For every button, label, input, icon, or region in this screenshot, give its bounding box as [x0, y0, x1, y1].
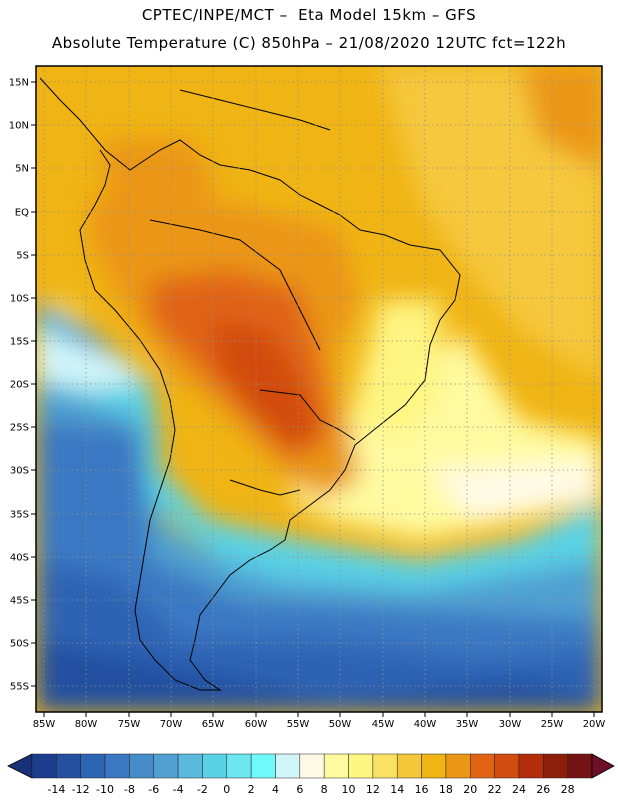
lon-tick-label: 55W — [287, 719, 310, 730]
lon-tick-label: 30W — [499, 719, 522, 730]
lon-tick-label: 45W — [372, 719, 395, 730]
lat-tick-label: 25S — [10, 423, 29, 434]
colorbar-swatch — [494, 753, 520, 779]
lat-tick-label: 45S — [10, 596, 29, 607]
colorbar-label: 20 — [463, 783, 477, 796]
colorbar-swatch — [129, 753, 154, 779]
lat-tick-label: 10S — [10, 294, 29, 305]
colorbar-label: 10 — [342, 783, 356, 796]
lat-tick-label: 40S — [10, 553, 29, 564]
colorbar-label: 18 — [439, 783, 453, 796]
colorbar-swatch — [250, 753, 276, 779]
colorbar-swatch — [396, 753, 422, 779]
colorbar-swatch — [421, 753, 447, 779]
lon-tick-label: 50W — [329, 719, 352, 730]
latitude-axis: 15N 10N 5N EQ 5S 10S 15S 20S 25S 30S 35S 40S 45S 50S 5… — [9, 78, 36, 693]
colorbar: -14 -12 -10 -8 -6 -4 -2 0 2 4 6 8 10 12 14 16 18 20 22 24 26… — [7, 753, 615, 796]
colorbar-label: -2 — [197, 783, 208, 796]
colorbar-swatch — [104, 753, 130, 779]
colorbar-swatch — [372, 753, 398, 779]
colorbar-swatch — [567, 753, 593, 779]
colorbar-label: 4 — [272, 783, 279, 796]
colorbar-label: 16 — [415, 783, 429, 796]
lat-tick-label: 20S — [10, 380, 29, 391]
colorbar-label: 6 — [296, 783, 303, 796]
colorbar-swatch — [518, 753, 544, 779]
lat-tick-label: 55S — [10, 682, 29, 693]
lat-tick-label: 50S — [10, 639, 29, 650]
colorbar-label: 0 — [223, 783, 230, 796]
longitude-axis: 85W 80W 75W 70W 65W 60W 55W 50W 45W 40W 35W 30W 25W 2… — [33, 712, 606, 730]
colorbar-swatch — [445, 753, 471, 779]
colorbar-over-arrow — [591, 753, 615, 779]
lon-tick-label: 20W — [583, 719, 606, 730]
colorbar-swatch — [56, 753, 81, 779]
colorbar-swatch — [177, 753, 203, 779]
colorbar-label: 28 — [561, 783, 575, 796]
lon-tick-label: 60W — [245, 719, 268, 730]
colorbar-swatch — [202, 753, 228, 779]
lon-tick-label: 70W — [160, 719, 183, 730]
temperature-field — [36, 66, 602, 712]
lon-tick-label: 75W — [118, 719, 141, 730]
colorbar-swatch — [275, 753, 301, 779]
colorbar-swatch — [323, 753, 349, 779]
lat-tick-label: 30S — [10, 466, 29, 477]
coastlines — [39, 77, 461, 691]
colorbar-swatch — [470, 753, 495, 779]
map-title-line2: Absolute Temperature (C) 850hPa – 21/08/… — [51, 34, 567, 52]
colorbar-label: -6 — [148, 783, 159, 796]
colorbar-label: 26 — [536, 783, 550, 796]
colorbar-under-arrow — [7, 753, 33, 779]
colorbar-swatch — [31, 753, 57, 779]
colorbar-label: 14 — [390, 783, 404, 796]
lat-tick-label: 15S — [10, 337, 29, 348]
colorbar-swatch — [299, 753, 325, 779]
colorbar-swatch — [348, 753, 374, 779]
lon-tick-label: 25W — [541, 719, 564, 730]
colorbar-label: -14 — [47, 783, 65, 796]
colorbar-label: 22 — [488, 783, 502, 796]
colorbar-label: 12 — [366, 783, 380, 796]
map-frame — [35, 65, 603, 713]
colorbar-label: 8 — [321, 783, 328, 796]
lon-tick-label: 35W — [456, 719, 479, 730]
lon-tick-label: 40W — [414, 719, 437, 730]
colorbar-label: 24 — [512, 783, 526, 796]
lat-tick-label: EQ — [15, 208, 29, 219]
colorbar-swatch — [226, 753, 252, 779]
lon-tick-label: 85W — [33, 719, 56, 730]
lon-tick-label: 80W — [75, 719, 98, 730]
colorbar-label: -10 — [96, 783, 114, 796]
colorbar-label: 2 — [248, 783, 255, 796]
lat-tick-label: 5N — [15, 164, 29, 175]
colorbar-swatch — [543, 753, 568, 779]
lon-tick-label: 65W — [202, 719, 225, 730]
lat-tick-label: 5S — [16, 251, 29, 262]
colorbar-label: -4 — [173, 783, 184, 796]
colorbar-label: -12 — [72, 783, 90, 796]
lat-tick-label: 10N — [9, 121, 29, 132]
map-title-line1: CPTEC/INPE/MCT – Eta Model 15km – GFS — [141, 6, 477, 24]
colorbar-label: -8 — [124, 783, 135, 796]
lat-tick-label: 15N — [9, 78, 29, 89]
colorbar-swatch — [80, 753, 106, 779]
lat-tick-label: 35S — [10, 510, 29, 521]
colorbar-swatch — [153, 753, 179, 779]
